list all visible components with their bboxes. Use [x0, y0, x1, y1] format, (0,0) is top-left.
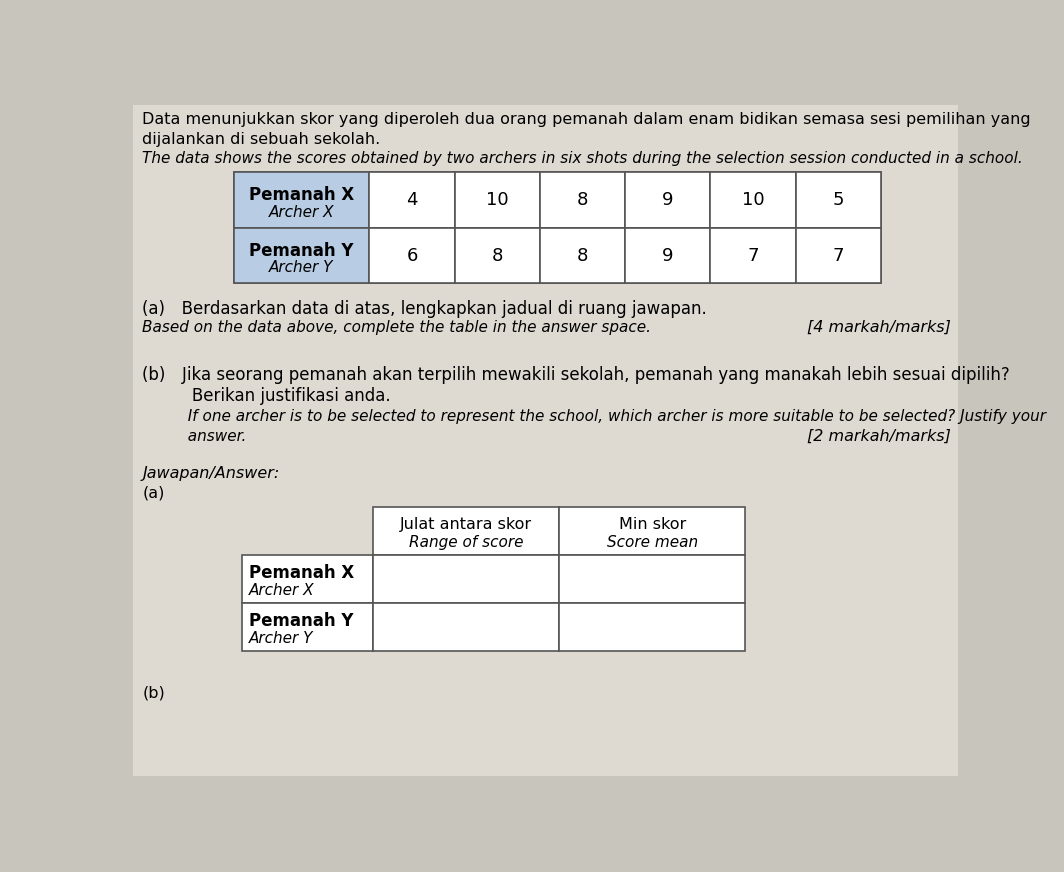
Text: 8: 8 [577, 247, 588, 264]
Text: Data menunjukkan skor yang diperoleh dua orang pemanah dalam enam bidikan semasa: Data menunjukkan skor yang diperoleh dua… [143, 112, 1031, 127]
Text: answer.: answer. [143, 429, 247, 444]
Text: If one archer is to be selected to represent the school, which archer is more su: If one archer is to be selected to repre… [143, 409, 1046, 424]
Bar [369, 173, 454, 228]
Text: 8: 8 [492, 247, 503, 264]
Text: 4: 4 [406, 191, 418, 209]
Bar [234, 228, 881, 283]
Text: 9: 9 [662, 191, 674, 209]
Text: Archer X: Archer X [249, 582, 315, 598]
Text: 7: 7 [747, 247, 759, 264]
Bar [242, 603, 373, 651]
Text: Pemanah Y: Pemanah Y [249, 242, 354, 260]
Text: Jawapan/Answer:: Jawapan/Answer: [143, 466, 280, 480]
Bar [626, 228, 711, 283]
Text: dijalankan di sebuah sekolah.: dijalankan di sebuah sekolah. [143, 133, 381, 147]
Text: (b): (b) [143, 685, 165, 700]
Text: 8: 8 [577, 191, 588, 209]
Text: (a) Berdasarkan data di atas, lengkapkan jadual di ruang jawapan.: (a) Berdasarkan data di atas, lengkapkan… [143, 300, 708, 318]
Bar [796, 173, 881, 228]
Bar [539, 173, 626, 228]
Text: [4 markah/marks]: [4 markah/marks] [807, 320, 950, 335]
Bar [234, 173, 881, 228]
Text: (b) Jika seorang pemanah akan terpilih mewakili sekolah, pemanah yang manakah le: (b) Jika seorang pemanah akan terpilih m… [143, 365, 1010, 384]
Text: (a): (a) [143, 486, 165, 501]
Bar [373, 508, 560, 555]
Text: Pemanah X: Pemanah X [249, 187, 354, 204]
Bar [539, 228, 626, 283]
Bar [234, 228, 369, 283]
Text: Min skor: Min skor [618, 516, 686, 532]
Bar [242, 555, 373, 603]
Text: Archer Y: Archer Y [249, 630, 314, 645]
Text: 6: 6 [406, 247, 418, 264]
Text: 7: 7 [832, 247, 844, 264]
Text: Archer X: Archer X [269, 205, 334, 220]
Text: 5: 5 [832, 191, 844, 209]
Bar [560, 508, 745, 555]
Bar [454, 173, 539, 228]
Bar [560, 603, 745, 651]
Bar [626, 173, 711, 228]
Bar [711, 173, 796, 228]
Bar [560, 555, 745, 603]
Text: Archer Y: Archer Y [269, 260, 334, 276]
Text: Based on the data above, complete the table in the answer space.: Based on the data above, complete the ta… [143, 320, 651, 335]
Text: Berikan justifikasi anda.: Berikan justifikasi anda. [143, 387, 390, 405]
Text: Julat antara skor: Julat antara skor [400, 516, 532, 532]
Bar [796, 228, 881, 283]
Bar [369, 228, 454, 283]
Text: 10: 10 [742, 191, 764, 209]
Text: Pemanah X: Pemanah X [249, 564, 354, 582]
Bar [373, 603, 560, 651]
Text: 9: 9 [662, 247, 674, 264]
Text: The data shows the scores obtained by two archers in six shots during the select: The data shows the scores obtained by tw… [143, 151, 1024, 166]
Bar [454, 228, 539, 283]
Text: 10: 10 [486, 191, 509, 209]
Bar [711, 228, 796, 283]
Text: Pemanah Y: Pemanah Y [249, 612, 353, 630]
Text: Range of score: Range of score [409, 535, 523, 550]
Text: Score mean: Score mean [606, 535, 698, 550]
Bar [373, 555, 560, 603]
Text: [2 markah/marks]: [2 markah/marks] [807, 429, 950, 444]
Bar [234, 173, 369, 228]
